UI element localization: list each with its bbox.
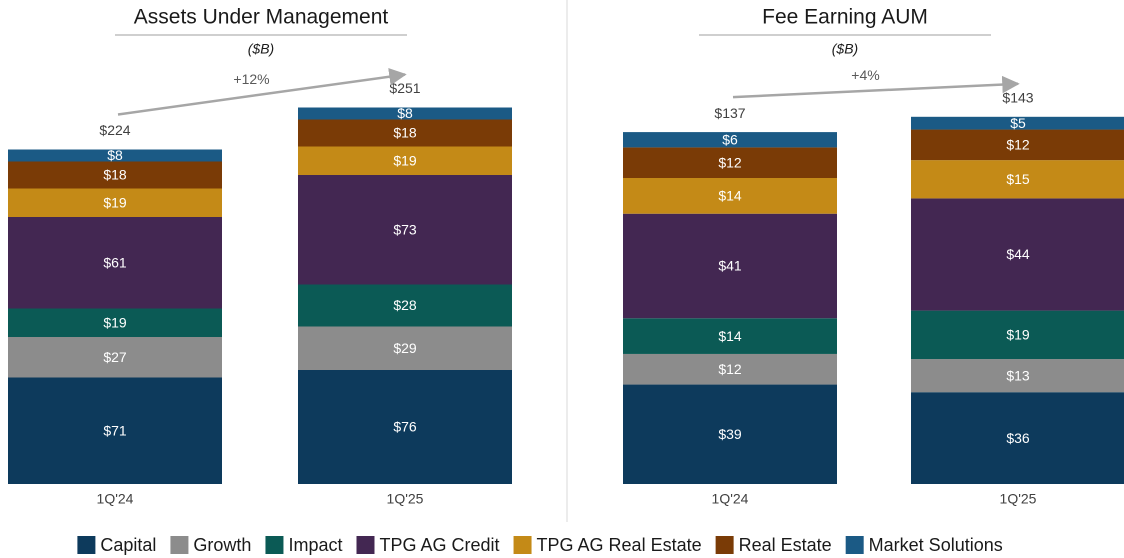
bar-segment (623, 147, 837, 178)
value-label: $28 (393, 297, 417, 313)
bar-segment (623, 318, 837, 354)
bar-segment (8, 337, 222, 378)
value-label: $15 (1006, 171, 1030, 187)
value-label: $6 (722, 131, 738, 147)
growth-label: +4% (851, 67, 879, 83)
x-tick-label: 1Q'24 (712, 491, 749, 507)
chart-subtitle: ($B) (248, 41, 274, 57)
value-label: $27 (103, 349, 127, 365)
value-label: $8 (107, 147, 123, 163)
legend-swatch (513, 536, 532, 554)
chart-subtitle: ($B) (832, 41, 858, 57)
value-label: $8 (397, 105, 413, 121)
value-label: $14 (718, 188, 742, 204)
value-label: $12 (718, 361, 742, 377)
chart-title: Assets Under Management (134, 6, 389, 29)
bar-segment (8, 308, 222, 337)
chart-title: Fee Earning AUM (762, 6, 928, 29)
legend-label: TPG AG Real Estate (537, 535, 702, 555)
bar-segment (8, 188, 222, 217)
growth-label: +12% (233, 71, 269, 87)
value-label: $39 (718, 426, 742, 442)
bar-segment (8, 161, 222, 189)
bar-segment (623, 132, 837, 148)
legend-swatch (265, 536, 284, 554)
bar-segment (298, 175, 512, 285)
value-label: $41 (718, 258, 742, 274)
bar-segment (8, 377, 222, 484)
bar-segment (911, 129, 1124, 161)
bar-segment (298, 119, 512, 147)
bar-segment (911, 198, 1124, 311)
bar-segment (623, 353, 837, 385)
value-label: $19 (393, 152, 417, 168)
value-label: $18 (103, 167, 127, 183)
value-label: $19 (1006, 327, 1030, 343)
bar-segment (911, 359, 1124, 393)
total-label: $224 (99, 122, 130, 138)
legend-swatch (77, 536, 96, 554)
bar-segment (911, 116, 1124, 130)
value-label: $71 (103, 422, 127, 438)
growth-arrow (732, 75, 1020, 99)
value-label: $19 (103, 314, 127, 330)
total-label: $251 (389, 80, 420, 96)
value-label: $73 (393, 221, 417, 237)
legend-swatch (356, 536, 375, 554)
bar-segment (298, 146, 512, 175)
bar-segment (911, 160, 1124, 199)
legend-label: Market Solutions (869, 535, 1003, 555)
bar-segment (911, 392, 1124, 484)
legend-label: TPG AG Credit (379, 535, 499, 555)
growth-arrow (117, 68, 407, 116)
value-label: $44 (1006, 246, 1030, 262)
value-label: $36 (1006, 430, 1030, 446)
value-label: $19 (103, 194, 127, 210)
bar-segment (623, 178, 837, 214)
x-tick-label: 1Q'25 (1000, 491, 1037, 507)
bar-segment (911, 310, 1124, 360)
bar-segment (298, 284, 512, 327)
legend-label: Growth (193, 535, 251, 555)
legend-label: Real Estate (739, 535, 832, 555)
legend-swatch (170, 536, 189, 554)
x-tick-label: 1Q'25 (387, 491, 424, 507)
x-tick-label: 1Q'24 (97, 491, 134, 507)
value-label: $14 (718, 328, 742, 344)
value-label: $13 (1006, 367, 1030, 383)
legend-label: Capital (100, 535, 156, 555)
bar-segment (8, 149, 222, 162)
value-label: $5 (1010, 115, 1026, 131)
bar-segment (8, 217, 222, 309)
bar-segment (298, 370, 512, 484)
value-label: $12 (1006, 137, 1030, 153)
bar-segment (623, 384, 837, 484)
value-label: $29 (393, 340, 417, 356)
legend-label: Impact (288, 535, 342, 555)
total-label: $143 (1002, 90, 1033, 106)
value-label: $76 (393, 419, 417, 435)
total-label: $137 (714, 105, 745, 121)
value-label: $18 (393, 125, 417, 141)
bar-segment (298, 326, 512, 370)
legend-swatch (715, 536, 734, 554)
value-label: $61 (103, 254, 127, 270)
value-label: $12 (718, 154, 742, 170)
bar-segment (623, 213, 837, 319)
bar-segment (298, 107, 512, 120)
legend-swatch (845, 536, 864, 554)
